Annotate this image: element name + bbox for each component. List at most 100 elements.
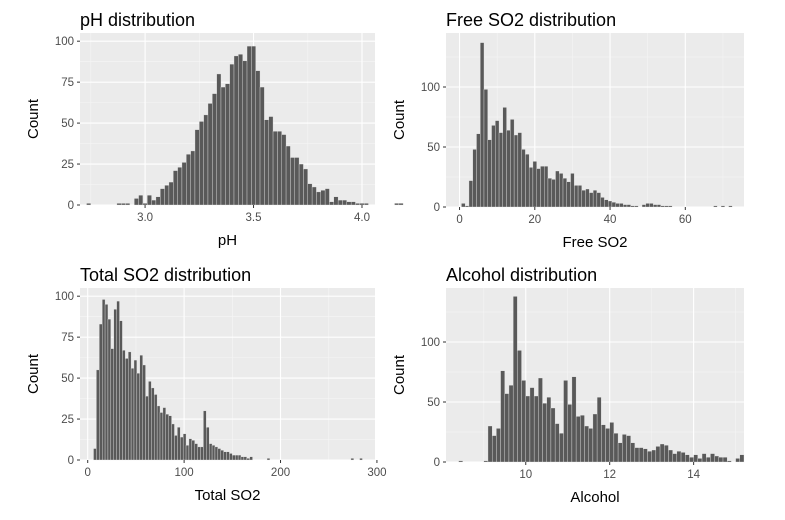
histogram-bar [324, 188, 330, 206]
histogram-bar [139, 354, 143, 461]
histogram-bar [145, 395, 149, 461]
panel-total-so2: 0 100 200 300 0 25 50 75 100 Total SO2 distributi… [25, 265, 387, 504]
histogram-bar [521, 380, 526, 463]
histogram-bar [622, 434, 627, 463]
histogram-bar [643, 448, 648, 463]
histogram-bar [203, 410, 207, 461]
histogram-bar [206, 427, 210, 461]
histogram-bar [630, 205, 635, 208]
histogram-bar [689, 457, 694, 463]
histogram-bar [238, 54, 243, 206]
y-tick-label: 100 [55, 291, 74, 303]
histogram-bar [714, 455, 719, 463]
histogram-bar [525, 154, 530, 208]
histogram-bar [546, 397, 552, 463]
histogram-bar [676, 451, 682, 463]
y-tick-label: 50 [61, 373, 74, 385]
histogram-bar [496, 428, 501, 463]
panel-alcohol: 10 12 14 0 50 100 Alcohol distribution Alcohol C… [391, 265, 745, 506]
histogram-bar [128, 351, 132, 461]
histogram-bar [601, 424, 606, 463]
histogram-bar [188, 438, 193, 461]
y-tick-label: 0 [68, 455, 74, 467]
histogram-bar [303, 168, 308, 206]
histogram-bar [355, 203, 360, 206]
histogram-bar [559, 433, 564, 463]
histogram-bar [468, 180, 473, 208]
histogram-bar [182, 433, 187, 461]
histogram-bar [316, 191, 321, 206]
histogram-bar [119, 320, 123, 461]
histogram-bar [536, 168, 541, 208]
x-tick-label: 4.0 [354, 212, 370, 224]
y-tick-label: 50 [427, 142, 440, 154]
panel-free-so2: 0 20 40 60 0 50 100 Free SO2 distribution Free S… [391, 10, 744, 251]
y-axis-title: Count [25, 98, 42, 139]
panel-ph: 3.0 3.5 4.0 0 25 50 75 100 pH distribution pH Coun… [25, 10, 569, 249]
histogram-bar [285, 145, 291, 206]
x-axis-title: pH [218, 232, 237, 249]
histogram-bar [480, 42, 485, 208]
histogram-bar [142, 364, 146, 461]
histogram-bar [517, 132, 522, 208]
histogram-bar [718, 457, 724, 463]
histogram-bar [246, 45, 252, 206]
histogram-bar [538, 377, 543, 463]
histogram-bar [645, 203, 650, 208]
histogram-bar [217, 448, 221, 461]
x-tick-label: 0 [85, 467, 91, 479]
histogram-bar [693, 454, 699, 463]
histogram-bar [532, 161, 537, 208]
histogram-bar [216, 73, 222, 206]
histogram-bar [713, 205, 718, 208]
histogram-bar [243, 456, 247, 461]
histogram-bar [567, 404, 573, 463]
histogram-bar [173, 170, 178, 206]
y-tick-label: 0 [434, 202, 440, 214]
histogram-bar [194, 129, 200, 206]
histogram-bar [197, 446, 201, 461]
histogram-bar [155, 196, 161, 206]
histogram-bar [701, 453, 707, 463]
histogram-bar [190, 150, 196, 206]
histogram-bar [203, 114, 209, 206]
histogram-bar [249, 456, 253, 461]
histogram-bar [476, 133, 481, 208]
histogram-bar [207, 103, 213, 206]
histogram-bar [214, 446, 219, 461]
histogram-bar [529, 387, 535, 463]
histogram-bar [615, 203, 620, 208]
x-tick-label: 60 [679, 214, 692, 226]
x-tick-label: 3.5 [246, 212, 262, 224]
histogram-bar [212, 93, 217, 206]
histogram-bar [110, 348, 114, 461]
histogram-bar [664, 445, 669, 463]
histogram-bar [277, 131, 282, 206]
histogram-bar [298, 163, 304, 206]
histogram-bar [472, 149, 477, 208]
histogram-bar [508, 385, 514, 463]
histogram-bar [521, 149, 526, 208]
histogram-bar [554, 423, 560, 463]
x-tick-label: 100 [175, 467, 194, 479]
x-tick-label: 0 [456, 214, 462, 226]
bars [93, 299, 363, 461]
histogram-bar [342, 199, 347, 206]
histogram-bar [641, 204, 646, 208]
histogram-bar [611, 202, 616, 208]
histogram-bar [592, 413, 598, 463]
histogram-bar [619, 203, 624, 208]
histogram-bar [607, 200, 613, 208]
histogram-bar [604, 199, 609, 208]
histogram-bar [251, 45, 256, 206]
histogram-bar [255, 70, 261, 206]
histogram-bar [502, 107, 507, 208]
histogram-bar [555, 170, 560, 208]
histogram-bar [164, 185, 170, 206]
histogram-bar [350, 458, 354, 461]
histogram-bar [483, 460, 489, 463]
histogram-bar [585, 188, 590, 208]
histogram-bar [517, 350, 522, 463]
histogram-bar [735, 458, 740, 463]
histogram-bar [107, 318, 112, 461]
